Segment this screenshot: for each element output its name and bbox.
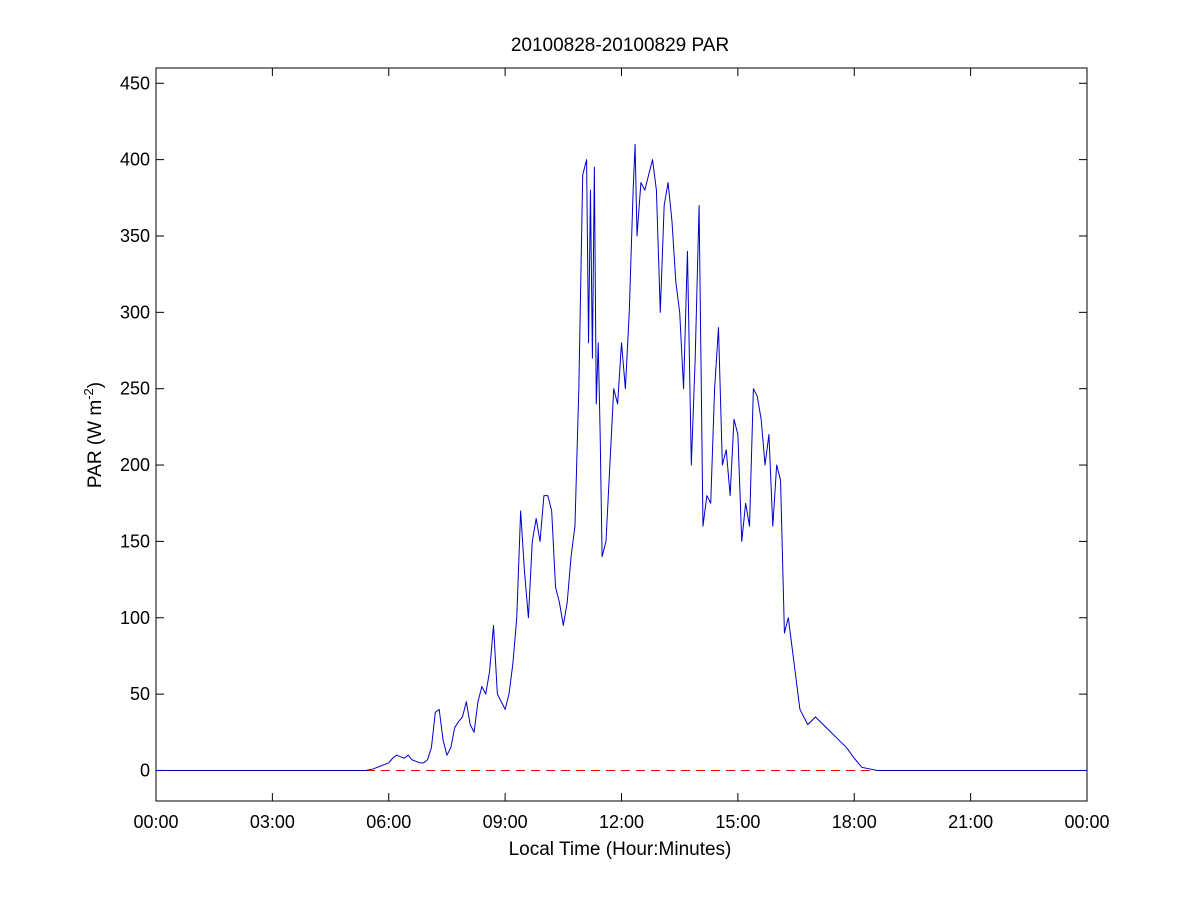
x-tick-label: 03:00 (250, 812, 295, 832)
par-series-line (156, 143, 1087, 771)
y-axis-label-sup: -2 (81, 388, 96, 400)
x-tick-label: 18:00 (832, 812, 877, 832)
x-axis-label: Local Time (Hour:Minutes) (509, 839, 732, 860)
x-tick-label: 00:00 (1064, 812, 1109, 832)
y-axis: 0 50 100 150 200 250 300 350 400 450 (120, 73, 1087, 780)
y-tick-label: 350 (120, 226, 150, 246)
y-axis-label-close: ) (85, 382, 106, 388)
plot-frame (155, 67, 1088, 802)
x-tick-label: 15:00 (715, 812, 760, 832)
y-tick-label: 150 (120, 531, 150, 551)
y-tick-label: 400 (120, 150, 150, 170)
y-tick-label: 200 (120, 455, 150, 475)
y-tick-label: 100 (120, 608, 150, 628)
series-layer (156, 143, 1087, 771)
y-tick-label: 50 (130, 684, 150, 704)
x-tick-label: 21:00 (948, 812, 993, 832)
y-tick-label: 0 (140, 760, 150, 780)
y-axis-label: PAR (W m-2) (81, 382, 106, 488)
x-tick-label: 12:00 (599, 812, 644, 832)
y-tick-label: 450 (120, 73, 150, 93)
x-tick-label: 06:00 (366, 812, 411, 832)
y-tick-label: 250 (120, 379, 150, 399)
x-axis: 00:00 03:00 06:00 09:00 12:00 15:00 18:00 21:00… (133, 68, 1110, 832)
y-axis-label-main: PAR (W m (85, 400, 106, 488)
x-tick-label: 09:00 (483, 812, 528, 832)
y-tick-label: 300 (120, 302, 150, 322)
x-tick-label: 00:00 (133, 812, 178, 832)
chart-title: 20100828-20100829 PAR (511, 35, 729, 56)
